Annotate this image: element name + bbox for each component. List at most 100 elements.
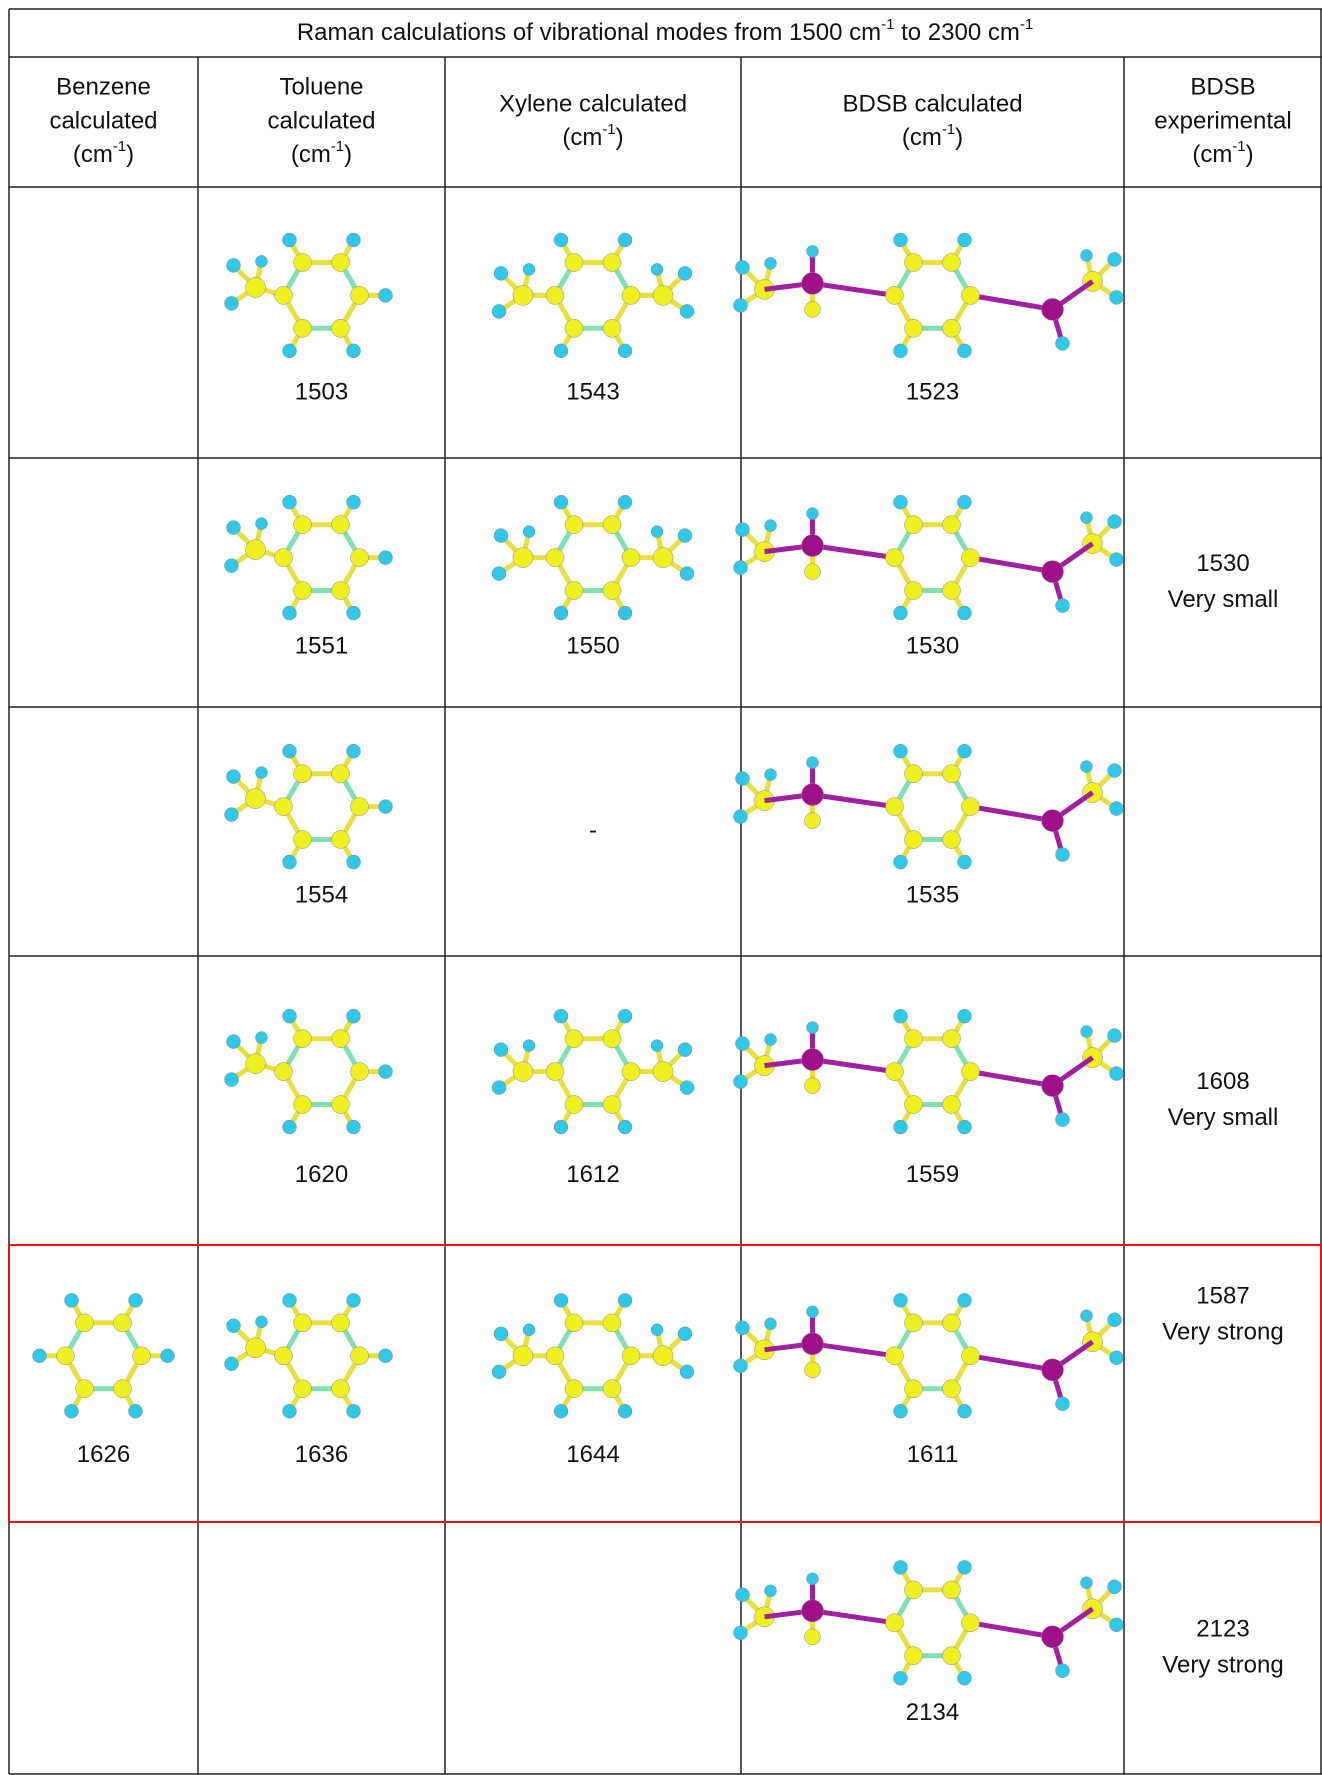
atom — [804, 1077, 821, 1094]
atom — [224, 296, 239, 311]
atom — [1041, 298, 1064, 321]
atom — [904, 515, 923, 534]
atom — [255, 766, 268, 779]
atom — [957, 605, 972, 621]
atom — [679, 1364, 695, 1380]
atom — [282, 743, 297, 759]
atom — [677, 266, 693, 281]
bond — [812, 1341, 895, 1359]
atom — [564, 1313, 584, 1333]
atom — [602, 1379, 622, 1398]
header-text: BDSB — [1190, 73, 1255, 100]
atom — [493, 1042, 509, 1057]
atom — [346, 854, 361, 870]
atom — [226, 769, 241, 784]
atom — [957, 743, 972, 759]
atom — [764, 519, 777, 532]
experimental-intensity: Very small — [1168, 1104, 1279, 1131]
atom — [75, 1379, 94, 1398]
atom — [885, 1613, 904, 1633]
atom — [64, 1293, 79, 1308]
atom — [255, 517, 268, 530]
atom — [331, 581, 350, 600]
atom — [801, 783, 824, 806]
atom — [733, 298, 748, 313]
experimental-value: 1608 — [1196, 1068, 1249, 1095]
atom — [378, 1348, 393, 1364]
atom — [1109, 290, 1124, 305]
unit-text: (cm — [902, 124, 942, 151]
atom — [1080, 760, 1093, 773]
atom — [245, 1337, 266, 1359]
atom — [652, 285, 674, 306]
atom — [602, 581, 622, 600]
atom — [1055, 336, 1070, 351]
atom — [893, 1403, 908, 1419]
frequency-value: 1551 — [295, 633, 348, 660]
atom — [564, 319, 584, 338]
atom — [491, 566, 507, 581]
atom — [1107, 252, 1122, 267]
atom — [942, 319, 961, 338]
atom — [885, 286, 904, 305]
atom — [274, 1346, 293, 1366]
atom — [942, 253, 961, 272]
atom — [226, 258, 241, 273]
atom — [226, 520, 241, 535]
atom — [617, 1403, 633, 1419]
atom — [764, 1584, 777, 1598]
atom — [346, 343, 361, 359]
atom — [350, 1062, 369, 1081]
atom — [942, 764, 961, 783]
atom — [961, 797, 980, 816]
atom — [1080, 1025, 1093, 1038]
atom — [806, 1305, 819, 1319]
atom — [346, 1119, 361, 1135]
atom — [293, 253, 312, 272]
atom — [553, 1293, 569, 1308]
atom — [904, 830, 923, 849]
atom — [255, 1031, 268, 1044]
atom — [245, 277, 266, 298]
atom — [128, 1403, 143, 1419]
atom — [545, 1346, 565, 1366]
atom — [735, 1320, 750, 1336]
atom — [677, 1042, 693, 1057]
atom — [282, 1008, 297, 1024]
atom — [553, 1008, 569, 1024]
atom — [1107, 1579, 1122, 1595]
atom — [904, 1029, 923, 1048]
frequency-value: 2134 — [906, 1699, 959, 1726]
atom — [801, 1332, 824, 1356]
unit-exponent: -1 — [1232, 138, 1245, 155]
atom — [957, 1119, 972, 1135]
atom — [293, 1095, 312, 1114]
atom — [621, 548, 641, 567]
bond — [970, 555, 1053, 575]
experimental-value: 1530 — [1196, 550, 1249, 577]
header-text: Xylene calculated — [499, 90, 687, 117]
atom — [245, 1053, 266, 1074]
molecule-illustration — [733, 232, 1124, 359]
atom — [942, 1313, 961, 1333]
atom — [893, 1560, 908, 1575]
header-text: calculated — [49, 107, 157, 134]
atom — [893, 854, 908, 870]
atom — [904, 1379, 923, 1398]
atom — [893, 232, 908, 248]
unit-text: ) — [616, 124, 624, 151]
atom — [801, 1048, 824, 1071]
atom — [274, 797, 293, 816]
atom — [764, 1033, 777, 1046]
atom — [617, 1008, 633, 1024]
atom — [491, 1364, 507, 1380]
atom — [522, 263, 536, 276]
atom — [350, 548, 369, 567]
atom — [621, 286, 641, 305]
bond — [970, 1069, 1053, 1089]
bond — [812, 543, 895, 561]
atom — [522, 1323, 536, 1337]
atom — [293, 319, 312, 338]
bond — [812, 1608, 895, 1626]
